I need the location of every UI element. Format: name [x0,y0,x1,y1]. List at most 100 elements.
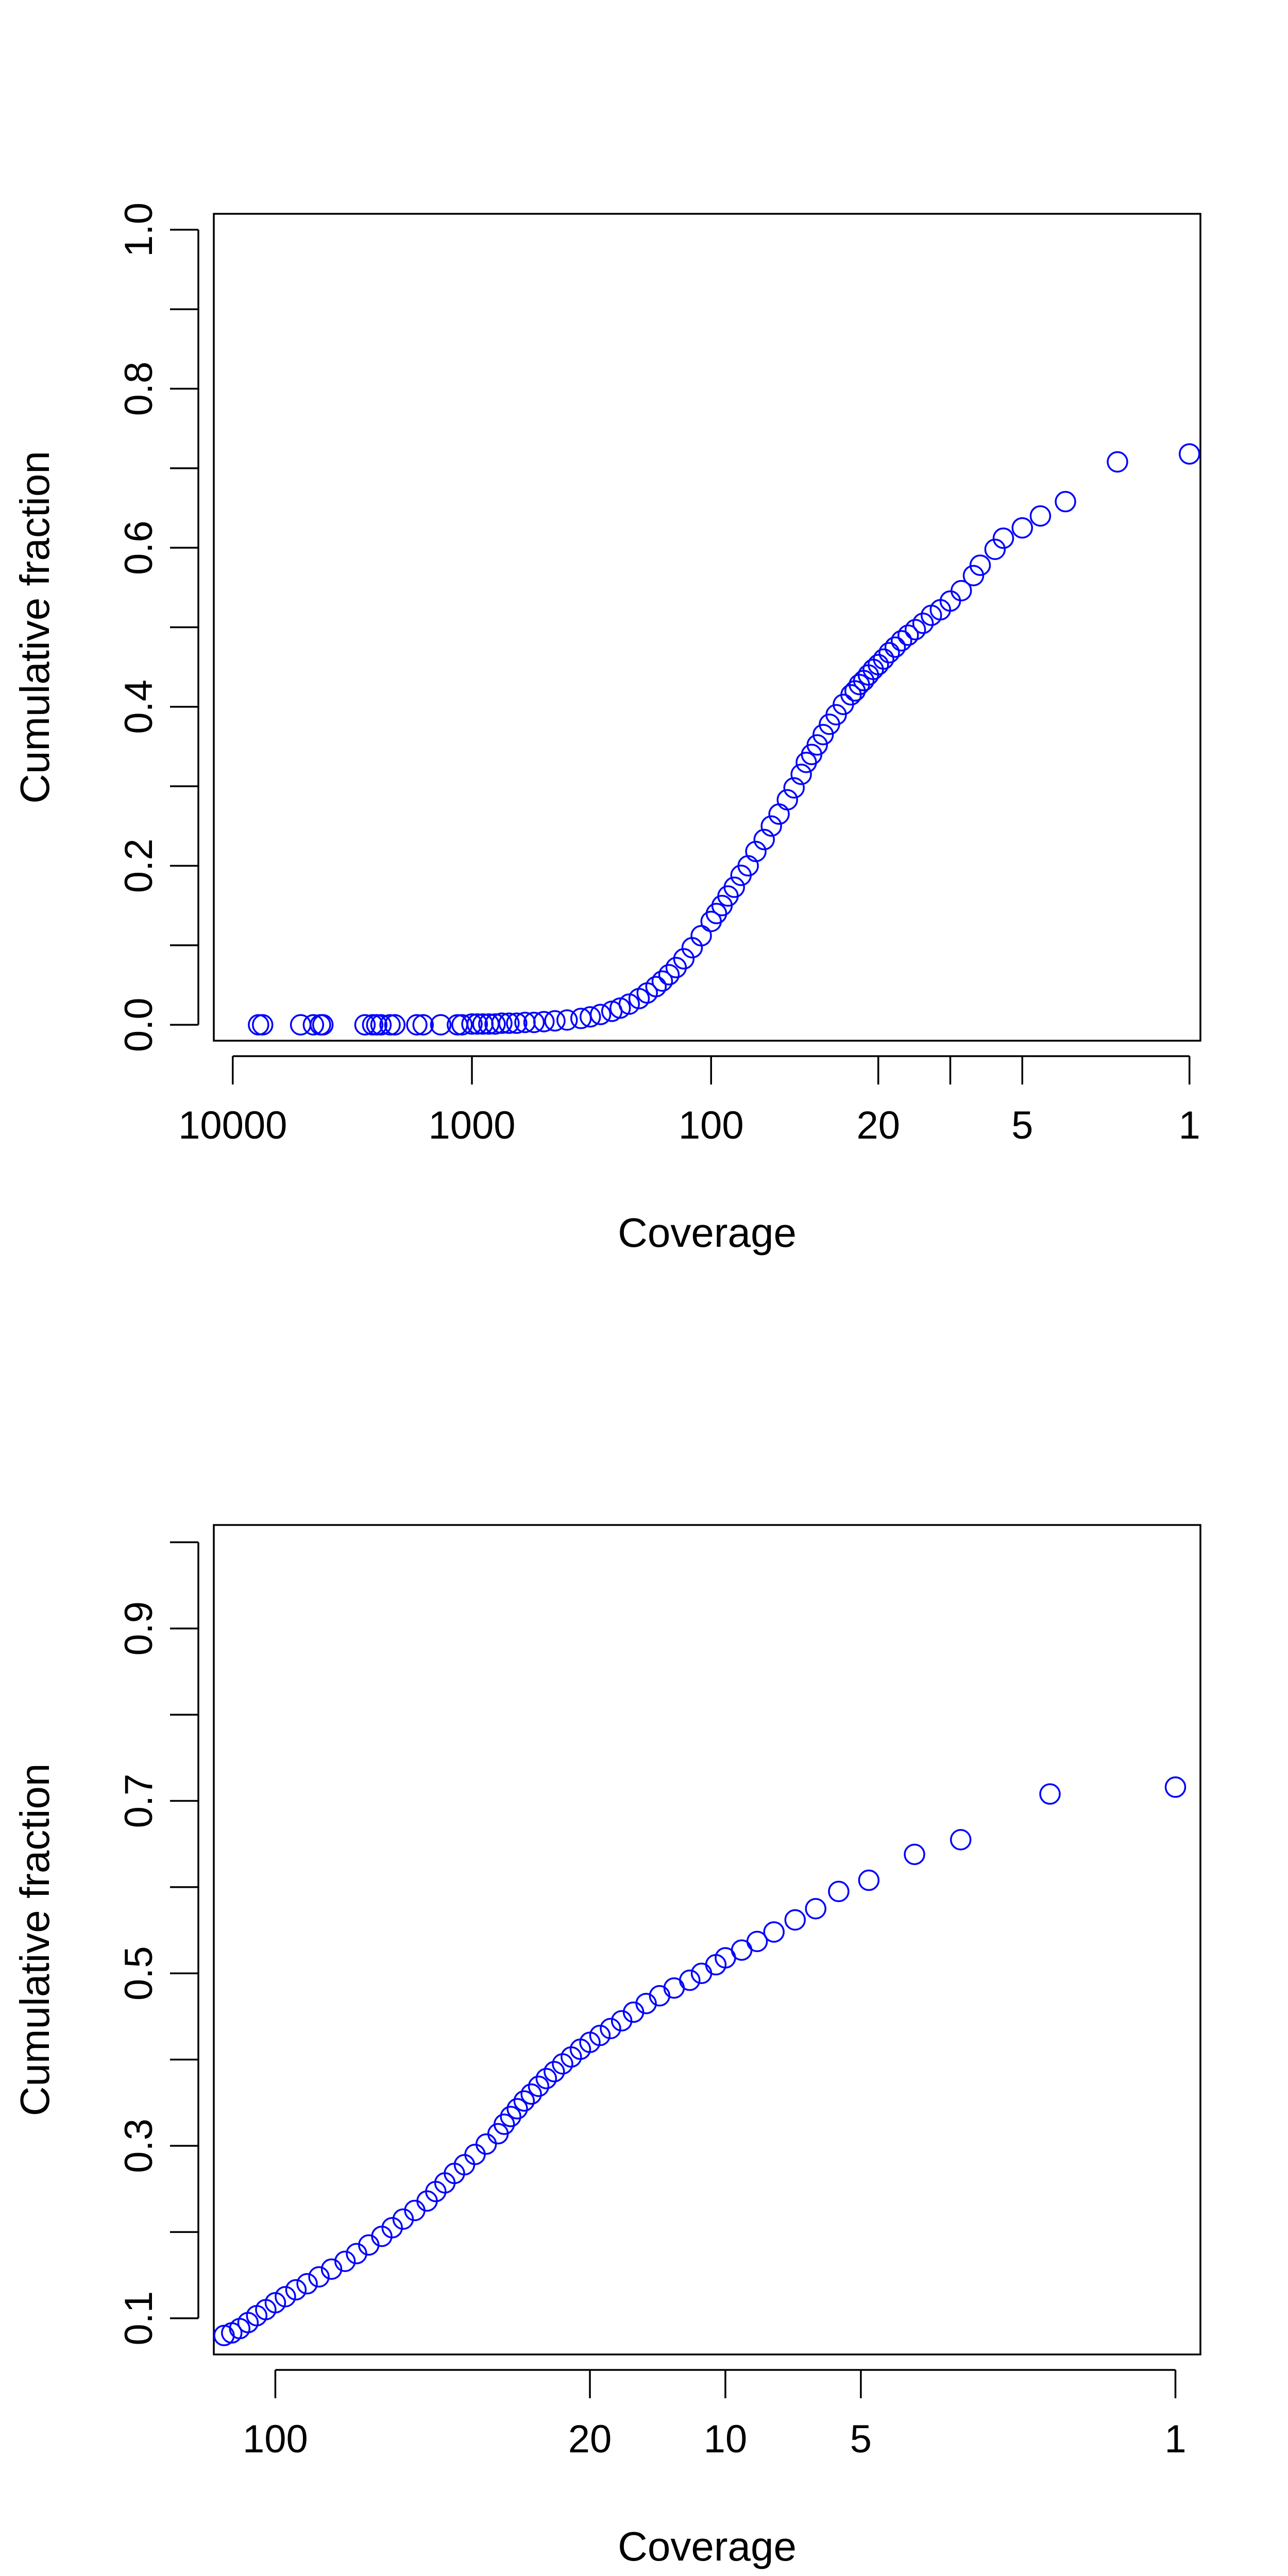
data-point [552,2053,573,2075]
y-tick-label: 0.7 [117,1774,161,1828]
chart-panel-bottom: 100 20 10 5 1 0.1 0.3 0.5 0.7 0.9 Coverage Cumulati… [12,1524,1201,2569]
data-point [690,1962,713,1985]
data-point [506,1012,528,1034]
data-point [760,815,782,837]
x-tick-label: 100 [243,2417,308,2461]
data-point [1055,490,1076,513]
data-point [392,2208,414,2230]
data-point [506,2098,528,2120]
data-point [828,1880,850,1903]
y-tick-label: 0.2 [117,839,161,893]
data-point [412,1014,434,1036]
x-axis-title: Coverage [618,2523,796,2569]
data-point [500,2106,521,2127]
data-point [753,828,775,851]
y-tick-label: 1.0 [117,202,161,257]
data-point [806,734,828,756]
x-tick-label: 1000 [428,1104,515,1147]
data-point [533,1011,555,1032]
data-point [878,642,900,664]
data-point [579,1006,601,1028]
data-point [544,1010,566,1032]
y-tick-label: 0.6 [117,520,161,575]
data-point [731,1939,753,1961]
data-point [723,876,745,898]
data-point [618,993,640,1015]
data-points [248,443,1200,1036]
y-tick-label: 0.5 [117,1946,161,2001]
data-point [556,1009,578,1031]
data-point [951,580,972,602]
data-point [491,1012,513,1034]
data-point [334,2250,356,2273]
data-point [464,2143,486,2165]
x-tick-label: 20 [856,1104,900,1147]
data-point [320,2258,343,2280]
y-tick-label: 0.8 [117,362,161,416]
data-point [609,997,631,1019]
data-point [264,2292,286,2314]
data-point [904,619,926,640]
x-tick-label: 5 [850,2417,872,2461]
x-tick-label: 100 [679,1104,744,1147]
data-point [484,1013,506,1035]
data-point [897,624,919,646]
data-point [379,1014,401,1036]
data-point [498,1012,520,1034]
data-point [589,2025,611,2046]
data-point [645,976,667,997]
data-point [308,2266,330,2288]
plot-frame [213,213,1201,1042]
data-point [451,1014,473,1036]
y-axis-title: Cumulative fraction [12,1764,58,2116]
data-point [904,1843,925,1866]
data-point [1029,505,1052,527]
data-point [745,840,767,862]
data-point [1039,1783,1061,1805]
x-tick-label: 5 [1011,1104,1033,1147]
data-point [248,1014,269,1036]
data-point [679,1969,701,1991]
x-tick-label: 10 [704,2417,748,2461]
data-point [589,1004,612,1025]
data-point [884,636,906,658]
data-point [984,538,1006,561]
x-tick-label: 20 [568,2417,612,2461]
data-point [600,2018,621,2040]
data-point [651,970,673,992]
data-point [658,964,680,986]
y-tick-label: 0.9 [117,1601,161,1656]
data-point [962,565,985,586]
data-point [805,1898,827,1920]
data-point [873,648,894,670]
data-point [430,1014,452,1036]
data-point [461,1013,483,1035]
data-point [868,654,889,675]
data-point [252,1014,274,1036]
data-points [214,1776,1187,2346]
x-tick-label: 1 [1179,1104,1200,1147]
data-point [858,1869,880,1891]
data-point [384,1014,406,1036]
data-point [611,2010,633,2032]
data-point [635,1993,657,2014]
data-point [673,948,695,970]
data-point [466,1013,488,1035]
plot-frame [213,1524,1201,2355]
data-point [544,2061,565,2082]
data-point [302,1014,325,1036]
data-point [812,724,834,745]
data-point [746,1930,768,1953]
data-point [690,925,712,947]
data-point [1011,517,1033,539]
y-tick-label: 0.4 [117,680,161,734]
data-point [663,1977,685,1999]
data-point [950,1829,972,1851]
data-point [381,2217,403,2239]
data-point [475,2133,497,2155]
data-point [912,613,934,634]
data-point [523,1011,545,1033]
data-point [969,554,991,576]
data-point [783,777,805,799]
data-point [763,1921,785,1943]
